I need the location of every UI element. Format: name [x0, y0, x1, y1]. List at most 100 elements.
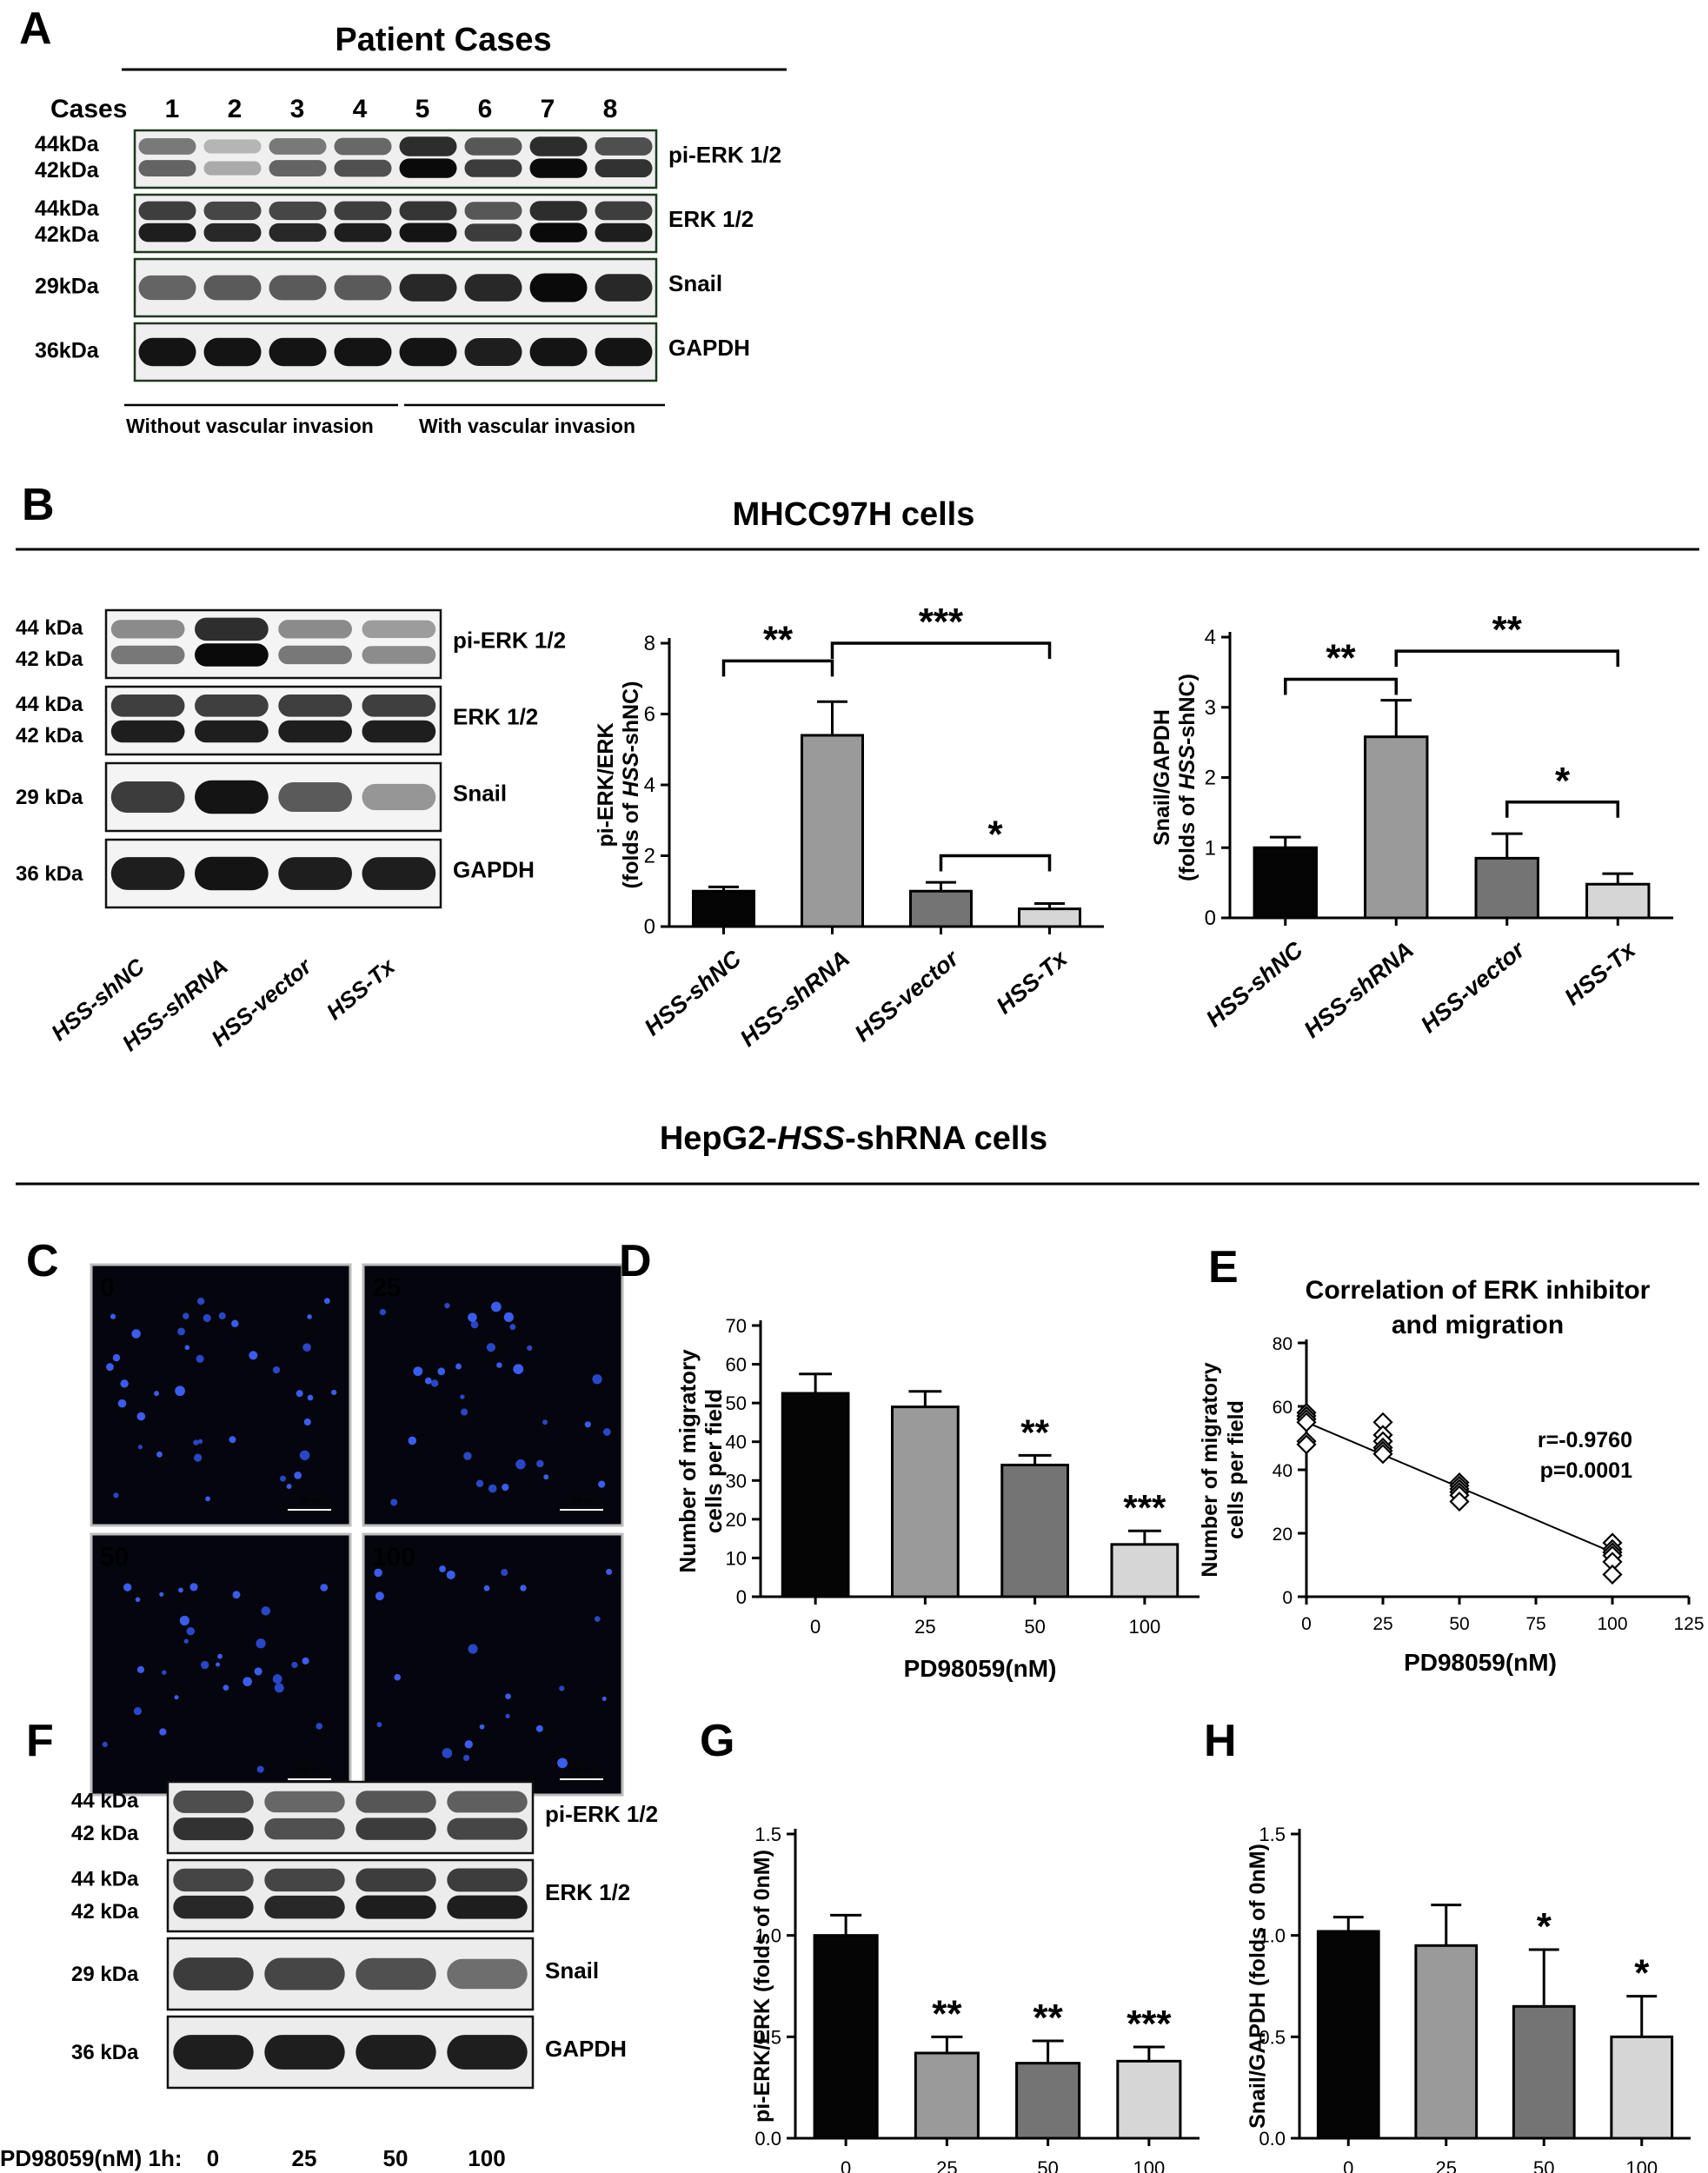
- migrated-cell: [205, 1496, 210, 1502]
- y-tick-label: 1.0: [754, 1925, 781, 1947]
- x-tick-label-suffix: -shRNA: [772, 946, 854, 1021]
- blot-band: [138, 275, 196, 301]
- migrated-cell: [536, 1459, 544, 1468]
- significance-label: **: [1492, 608, 1523, 651]
- x-tick-label: 50: [1024, 1616, 1045, 1638]
- scale-bar-label: 100 µm: [570, 1497, 594, 1505]
- y-tick-label: 0: [644, 915, 655, 939]
- kda-label: 36kDa: [35, 339, 100, 363]
- migrated-cell: [299, 1450, 310, 1461]
- blot-band-lower: [110, 720, 185, 743]
- chart-correlation: Correlation of ERK inhibitor and migratio…: [1198, 1276, 1705, 1676]
- panel-letter-g: G: [700, 1716, 734, 1766]
- data-point: [1449, 1491, 1470, 1512]
- migrated-cell: [102, 1741, 108, 1748]
- migrated-cell: [196, 1354, 204, 1363]
- blot-band-lower: [399, 158, 457, 178]
- blot-band-upper: [595, 201, 653, 221]
- kda-label: 29 kDa: [71, 1963, 139, 1986]
- migrated-cell: [461, 1408, 469, 1416]
- migrated-cell: [505, 1693, 511, 1699]
- migrated-cell: [470, 1320, 479, 1329]
- migrated-cell: [133, 1706, 143, 1716]
- migrated-cell: [223, 1685, 229, 1691]
- migrated-cell: [183, 1638, 189, 1644]
- y-axis-label: pi-ERK/ERK (folds of 0nM): [750, 1850, 774, 2123]
- migrated-cell: [117, 1399, 127, 1408]
- section-cde-title: HepG2-HSS-shRNA cells: [660, 1120, 1047, 1157]
- protein-label: GAPDH: [668, 335, 750, 361]
- migrated-cell: [136, 1665, 145, 1674]
- blot-band: [595, 274, 653, 302]
- bar: [1610, 2035, 1674, 2140]
- blot-band: [264, 2035, 345, 2070]
- x-tick-label: 50: [1449, 1614, 1469, 1634]
- x-tick-label: 100: [1133, 2157, 1166, 2173]
- blot-band-upper: [356, 1791, 436, 1813]
- y-axis-label: cells per field: [701, 1389, 727, 1533]
- migrated-cell: [189, 1583, 198, 1592]
- x-tick-label-suffix: -shRNA: [1336, 937, 1419, 1013]
- blot-band: [362, 857, 436, 890]
- case-number: 1: [165, 95, 180, 123]
- migrated-cell: [430, 1379, 439, 1387]
- x-tick-label: HSS-Tx: [1559, 936, 1641, 1010]
- bar: [1512, 2004, 1576, 2140]
- migrated-cell: [196, 1297, 205, 1306]
- migrated-cell: [135, 1597, 141, 1603]
- migrated-cell: [179, 1615, 189, 1626]
- protein-label: pi-ERK 1/2: [668, 142, 781, 168]
- lane-label: HSS-Tx: [322, 953, 401, 1025]
- y-axis-label: Snail/GAPDH (folds of 0nM): [1246, 1844, 1270, 2129]
- case-numbers: 1 2 3 4 5 6 7 8: [165, 95, 618, 123]
- x-tick-label: HSS-shRNA: [735, 946, 855, 1052]
- protein-label: ERK 1/2: [545, 1879, 630, 1905]
- significance-label: **: [1326, 636, 1356, 679]
- chart-pierk-erk-dose: 0.0 0.5 1.0 1.5 0 25 ** 50 ** 100 *** pi-ERK/ERK (f…: [750, 1824, 1200, 2173]
- scale-bar-label: 100 µm: [570, 1766, 594, 1774]
- significance-bracket: [1284, 677, 1398, 695]
- protein-label: GAPDH: [453, 857, 535, 883]
- y-tick-label: 0: [736, 1586, 747, 1608]
- blot-band-upper: [269, 138, 327, 155]
- x-tick-label: 0: [841, 2157, 851, 2173]
- kda-label: 42kDa: [35, 223, 100, 247]
- migrated-cell: [390, 1499, 398, 1506]
- migrated-cell: [177, 1327, 185, 1336]
- kda-label: 29 kDa: [16, 786, 83, 809]
- bar: [1110, 1543, 1180, 1598]
- migrated-cell: [296, 1390, 303, 1398]
- lane-label-suffix: -shNC: [82, 953, 150, 1016]
- kda-label: 42kDa: [35, 158, 100, 183]
- migrated-cell: [515, 1459, 526, 1470]
- bar: [1015, 2062, 1081, 2140]
- data-point: [1602, 1564, 1623, 1585]
- migrated-cell: [584, 1421, 591, 1428]
- cases-label: Cases: [50, 95, 127, 123]
- migrated-cell: [307, 1394, 314, 1401]
- migrated-cell: [527, 1345, 533, 1352]
- y-tick-label: 70: [726, 1315, 747, 1337]
- blot-band: [529, 337, 588, 367]
- migrated-cell: [231, 1319, 239, 1327]
- significance-label: *: [1537, 1905, 1552, 1948]
- migrated-cell: [302, 1343, 311, 1352]
- significance-label: *: [987, 814, 1003, 856]
- micrograph-dose-label: 0: [100, 1273, 115, 1302]
- blot-band: [269, 275, 327, 301]
- migrated-cell: [594, 1616, 601, 1622]
- x-tick-label-suffix: -shNC: [1238, 936, 1308, 1000]
- migrated-cell: [175, 1386, 185, 1397]
- migrated-cell: [193, 1439, 199, 1445]
- kda-label: 29kDa: [35, 275, 100, 299]
- significance-label: **: [763, 618, 794, 661]
- y-tick-label: 40: [1273, 1461, 1293, 1481]
- kda-label: 42 kDa: [16, 724, 83, 748]
- blot-band-lower: [138, 223, 196, 243]
- case-number: 6: [478, 95, 493, 123]
- migrated-cell: [509, 1324, 516, 1331]
- blot-band-upper: [138, 138, 196, 155]
- bar: [1018, 907, 1081, 928]
- migrated-cell: [331, 1389, 337, 1396]
- case-number: 8: [603, 95, 618, 123]
